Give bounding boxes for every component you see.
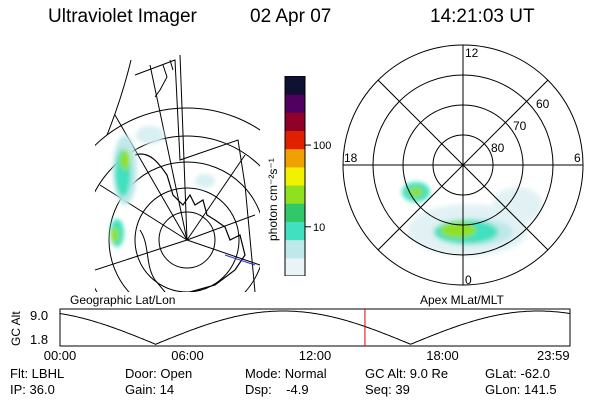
glon-info: GLon: 141.5 — [485, 382, 557, 397]
mlat-label-80: 80 — [491, 141, 505, 155]
glat-info: GLat: -62.0 — [485, 366, 551, 381]
colorbar-unit-label: photon cm⁻²s⁻¹ — [266, 158, 280, 241]
mlt-label-12: 12 — [465, 46, 479, 60]
colorbar-swatch — [285, 221, 305, 241]
geo-fov-border — [134, 59, 256, 292]
apex-map-label: Apex MLat/MLT — [420, 294, 504, 307]
y-tick-top: 9.0 — [30, 308, 48, 323]
timeline-x-tick-label: 00:00 — [44, 348, 77, 363]
timeline-ylabel: GC Alt — [9, 311, 23, 346]
geo-meridians — [95, 55, 260, 271]
colorbar-ticks: 100 10 — [305, 140, 331, 234]
geo-aurora — [110, 126, 215, 247]
colorbar-swatch — [285, 203, 305, 222]
gc-alt-info: GC Alt: 9.0 Re — [365, 366, 449, 381]
time-label: 14:21:03 UT — [430, 6, 535, 27]
date-label: 02 Apr 07 — [250, 6, 332, 27]
geo-map-label: Geographic Lat/Lon — [70, 294, 175, 307]
geo-coastline — [134, 153, 246, 292]
timeline-x-tick-label: 23:59 — [537, 348, 570, 363]
geo-lat-circles — [95, 107, 260, 292]
colorbar-swatch — [285, 130, 305, 150]
colorbar-swatch — [285, 94, 305, 113]
colorbar-swatch — [285, 148, 305, 168]
colorbar-swatch — [285, 112, 305, 132]
y-tick-bottom: 1.8 — [30, 332, 48, 347]
colorbar-swatch — [285, 166, 305, 186]
timeline-x-tick-label: 12:00 — [299, 348, 332, 363]
mlat-label-60: 60 — [536, 97, 550, 111]
geo-newzealand — [154, 59, 174, 98]
colorbar-swatch — [285, 257, 305, 276]
gc-alt-timeline: Geographic Lat/Lon Apex MLat/MLT GC Alt … — [9, 294, 571, 363]
geo-coastline-b — [139, 229, 166, 292]
geographic-map — [95, 55, 260, 292]
door-info: Door: Open — [125, 366, 193, 381]
gc-alt-curve — [59, 310, 571, 345]
apex-grid — [342, 44, 584, 286]
timeline-x-ticks: 00:00 06:00 12:00 18:00 23:59 — [44, 348, 570, 363]
apex-aurora — [402, 182, 543, 256]
mlat-label-70: 70 — [513, 119, 527, 133]
apex-polar-map: 12 18 6 0 60 70 80 — [342, 44, 584, 287]
colorbar: 100 10 photon cm⁻²s⁻¹ — [266, 76, 331, 276]
geo-coastline-aus — [106, 59, 132, 136]
dsp-info: Dsp: -4.9 — [245, 382, 309, 397]
timeline-x-tick-label: 06:00 — [171, 348, 204, 363]
mlt-label-6: 6 — [574, 151, 581, 165]
colorbar-tick-label: 10 — [313, 222, 325, 234]
mlt-label-18: 18 — [344, 151, 358, 165]
colorbar-tick-label: 100 — [313, 140, 331, 152]
colorbar-swatch — [285, 76, 305, 95]
filter-info: Flt: LBHL — [10, 366, 65, 381]
colorbar-swatches — [285, 76, 305, 276]
colorbar-swatch — [285, 185, 305, 204]
gain-info: Gain: 14 — [125, 382, 175, 397]
colorbar-swatch — [285, 239, 305, 259]
seq-info: Seq: 39 — [365, 382, 410, 397]
timeline-x-tick-label: 18:00 — [426, 348, 459, 363]
mode-info: Mode: Normal — [245, 366, 327, 381]
ip-info: IP: 36.0 — [10, 382, 55, 397]
mlt-label-0: 0 — [465, 273, 472, 287]
instrument-title: Ultraviolet Imager — [48, 6, 197, 27]
